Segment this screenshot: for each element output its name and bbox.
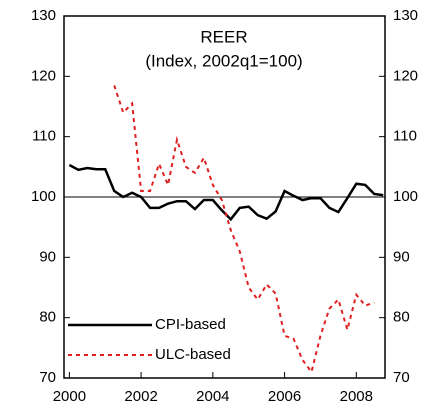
x-tick-label: 2008 xyxy=(340,388,373,405)
y-tick-label: 110 xyxy=(32,128,56,145)
chart-title: REER xyxy=(200,27,247,46)
y-tick-label: 90 xyxy=(39,248,56,265)
y-tick-label: 100 xyxy=(31,188,56,205)
y-tick-label: 80 xyxy=(39,309,56,326)
x-tick-label: 2006 xyxy=(268,388,301,405)
chart-subtitle: (Index, 2002q1=100) xyxy=(145,51,302,70)
x-tick-label: 2004 xyxy=(196,388,229,405)
series-line xyxy=(68,163,384,222)
y2-tick-label: 90 xyxy=(393,248,410,265)
series-line xyxy=(113,85,375,375)
legend-label: ULC-based xyxy=(155,346,231,363)
x-tick-label: 2002 xyxy=(124,388,157,405)
y-tick-label: 120 xyxy=(31,67,56,84)
y2-tick-label: 70 xyxy=(393,369,410,386)
y-tick-label: 70 xyxy=(39,369,56,386)
y2-tick-label: 120 xyxy=(393,67,418,84)
y2-tick-label: 80 xyxy=(393,309,410,326)
legend-label: CPI-based xyxy=(155,316,226,333)
y2-tick-label: 100 xyxy=(393,188,418,205)
y-tick-label: 130 xyxy=(31,7,56,24)
y2-tick-label: 110 xyxy=(393,128,417,145)
x-tick-label: 2000 xyxy=(53,388,86,405)
y2-tick-label: 130 xyxy=(393,7,418,24)
